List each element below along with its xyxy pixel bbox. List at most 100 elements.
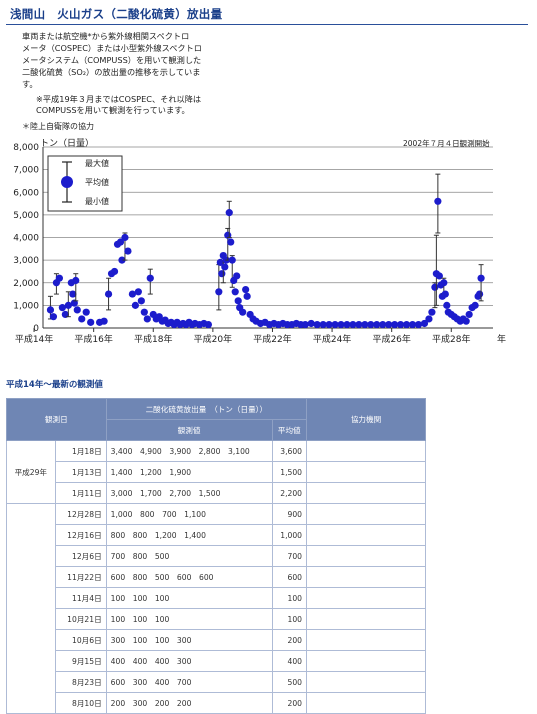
mean-dot — [313, 321, 321, 329]
mean-dot — [73, 306, 81, 314]
y-tick-label: 2,000 — [13, 279, 39, 289]
data-point — [78, 315, 86, 323]
data-point — [367, 321, 375, 329]
mean-dot — [118, 256, 126, 264]
data-point — [313, 321, 321, 329]
mean-dot — [325, 321, 333, 329]
legend: 最大値 平均値 最小値 — [47, 155, 123, 212]
mean-dot — [131, 301, 139, 309]
mean-dot — [128, 290, 137, 298]
table-row: 平成29年 1月18日 3,400 4,900 3,900 2,800 3,100 3… — [6, 440, 426, 504]
data-point — [233, 272, 241, 280]
coop-cell — [306, 629, 426, 651]
col-header-coop: 協力機関 — [306, 398, 426, 441]
data-point — [361, 321, 369, 329]
mean-dot — [443, 301, 451, 309]
y-axis-ticks: 0 1,000 2,000 3,000 4,000 5,000 6,000 7,000 8,00… — [13, 143, 39, 334]
mean-dot — [104, 290, 113, 298]
table-row: 11月4日 100 100 100 100 — [7, 587, 426, 609]
data-point — [64, 291, 72, 318]
mean-dot — [215, 288, 223, 296]
coop-cell — [306, 524, 426, 546]
data-point — [379, 321, 387, 329]
observation-table: 観測日 二酸化硫黄放出量 （トン（日量）） 協力機関 観測値 平均値 平成29年… — [6, 398, 426, 714]
mean-dot — [307, 319, 315, 328]
note-line: COMPUSSを用いて観測を行っています。 — [36, 105, 190, 115]
data-point — [137, 297, 145, 305]
table-row: 11月22日 600 800 500 600 600 600 — [7, 566, 426, 588]
data-point — [242, 285, 250, 294]
mean-dot — [58, 304, 66, 312]
date-cell: 8月10日 — [54, 692, 107, 714]
legend-max-label: 最大値 — [85, 158, 109, 168]
y-tick-label: 0 — [33, 324, 39, 334]
data-point — [221, 263, 229, 271]
data-point — [72, 273, 80, 302]
x-tick-label: 平成18年 — [134, 333, 172, 345]
avg-cell: 1,000 — [271, 524, 308, 546]
data-point — [435, 272, 443, 280]
data-point — [49, 313, 58, 321]
obs-cell: 200 300 200 200 — [105, 692, 273, 714]
mean-dot — [402, 321, 411, 329]
mean-dot — [69, 290, 77, 298]
data-point — [349, 321, 357, 329]
mean-dot — [367, 321, 375, 329]
data-point — [218, 270, 226, 278]
mean-dot — [385, 321, 393, 329]
mean-dot — [361, 321, 369, 329]
coop-cell — [306, 692, 426, 714]
mean-dot — [234, 297, 242, 305]
date-cell: 12月28日 — [54, 503, 107, 525]
coop-cell — [306, 461, 426, 483]
coop-cell — [306, 671, 426, 693]
y-tick-label: 7,000 — [13, 166, 39, 176]
data-point — [118, 256, 126, 264]
data-point — [431, 282, 439, 309]
y-tick-label: 8,000 — [13, 143, 39, 153]
mean-dot — [143, 315, 151, 323]
date-cell: 11月22日 — [54, 566, 107, 588]
date-cell: 10月6日 — [54, 629, 107, 651]
mean-dot — [78, 315, 86, 323]
data-point — [73, 306, 81, 314]
obs-cell: 3,400 4,900 3,900 2,800 3,100 — [105, 440, 273, 462]
legend-mean-label: 平均値 — [85, 177, 109, 187]
data-points — [46, 173, 485, 329]
mean-dot — [87, 318, 95, 326]
data-point — [428, 308, 436, 316]
x-tick-label: 平成26年 — [372, 333, 410, 345]
mean-dot — [239, 308, 247, 316]
table-row: 12月28日 1,000 800 700 1,100 900 — [6, 503, 426, 714]
coop-cell — [306, 587, 426, 609]
mean-dot — [100, 317, 108, 325]
date-cell: 1月11日 — [54, 482, 107, 504]
legend-min-label: 最小値 — [85, 196, 109, 206]
y-tick-label: 6,000 — [13, 188, 39, 198]
coop-cell — [306, 650, 426, 672]
avg-cell: 600 — [271, 566, 308, 588]
avg-cell: 400 — [271, 650, 308, 672]
col-header-avg: 平均値 — [271, 419, 308, 441]
data-point — [58, 304, 66, 312]
coop-cell — [306, 545, 426, 567]
date-cell: 10月21日 — [54, 608, 107, 630]
x-tick-label: 平成28年 — [432, 333, 470, 345]
avg-cell: 200 — [271, 692, 308, 714]
avg-cell: 700 — [271, 545, 308, 567]
mean-dot — [227, 238, 235, 246]
data-point — [425, 315, 433, 323]
data-point — [441, 290, 449, 298]
data-point — [143, 315, 151, 323]
data-point — [355, 321, 363, 329]
table-row: 12月6日 700 800 500 700 — [7, 545, 426, 567]
mean-dot — [343, 321, 351, 329]
x-axis-ticks: 平成14年 平成16年 平成18年 平成20年 平成22年 平成24年 平成26年 平成28年 — [15, 328, 471, 345]
obs-cell: 100 100 100 — [105, 587, 273, 609]
avg-cell: 3,600 — [271, 440, 308, 462]
obs-cell: 600 800 500 600 600 — [105, 566, 273, 588]
data-point — [69, 290, 77, 298]
table-row: 8月23日 600 300 400 700 500 — [7, 671, 426, 693]
data-point — [124, 247, 132, 255]
table-row: 1月11日 3,000 1,700 2,700 1,500 2,200 — [7, 482, 426, 504]
